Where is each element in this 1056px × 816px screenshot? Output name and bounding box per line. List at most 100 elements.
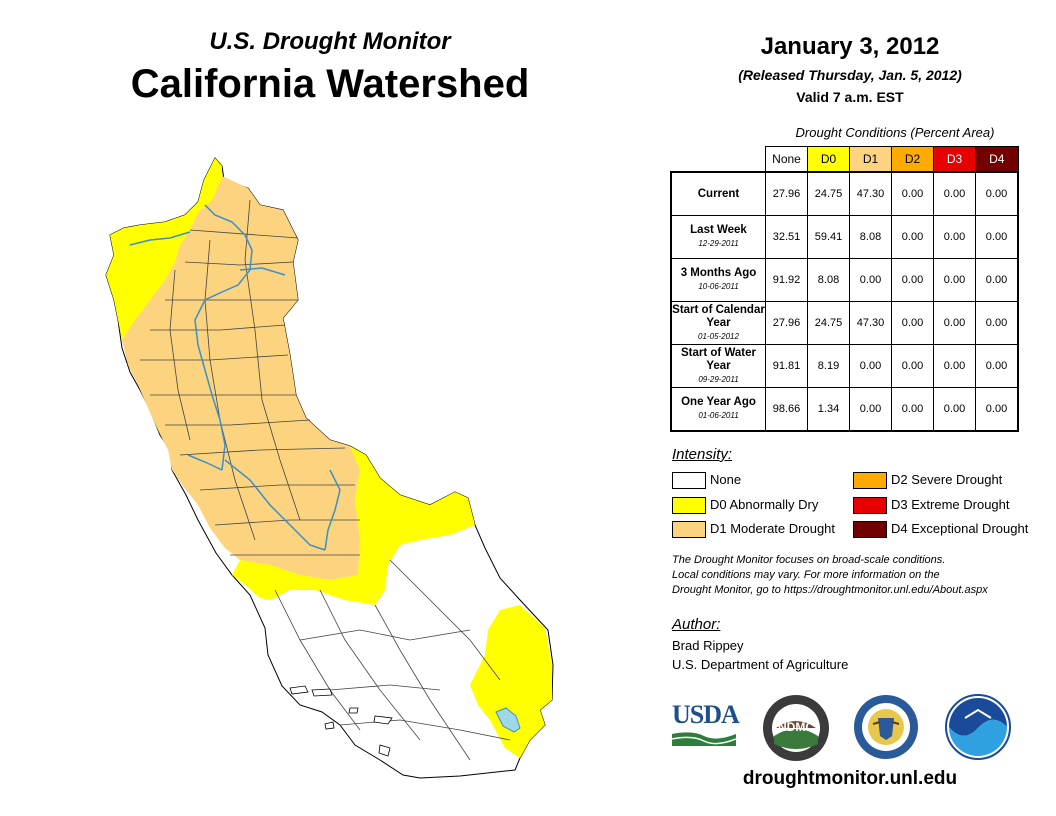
table-cell: 0.00 <box>891 301 934 345</box>
table-cell: 0.00 <box>891 344 934 388</box>
legend-swatch <box>672 497 706 514</box>
table-header-row: None D0 D1 D2 D3 D4 <box>671 146 1019 173</box>
legend-swatch <box>853 521 887 538</box>
author-org: U.S. Department of Agriculture <box>672 657 849 672</box>
legend-label: D1 Moderate Drought <box>710 521 836 536</box>
row-label: One Year Ago 01-06-2011 <box>670 387 766 432</box>
legend-heading: Intensity: <box>672 446 733 463</box>
table-cell: 0.00 <box>849 344 892 388</box>
sub-basin-boundaries <box>140 199 511 761</box>
table-cell: 8.08 <box>849 215 892 259</box>
drought-map <box>105 157 554 779</box>
table-cell: 0.00 <box>891 258 934 302</box>
table-cell: 47.30 <box>849 171 892 216</box>
table-row: One Year Ago 01-06-2011 98.66 1.34 0.00 0.00 0… <box>670 387 1019 432</box>
table-cell: 24.75 <box>807 171 850 216</box>
table-cell: 59.41 <box>807 215 850 259</box>
legend-swatch <box>853 497 887 514</box>
map-date: January 3, 2012 <box>760 33 940 60</box>
legend-label: D0 Abnormally Dry <box>710 497 819 512</box>
valid-time: Valid 7 a.m. EST <box>796 89 904 105</box>
table-cell: 0.00 <box>849 387 892 432</box>
usda-logo-icon: USDA <box>672 700 740 750</box>
legend-label: D3 Extreme Drought <box>891 497 1010 512</box>
header-blank-cell <box>671 146 766 173</box>
d0-central-band-area <box>232 446 475 605</box>
table-cell: 0.00 <box>975 387 1019 432</box>
d0-southeast-area <box>470 605 552 758</box>
table-cell: 0.00 <box>975 344 1019 388</box>
table-row: 3 Months Ago 10-06-2011 91.92 8.08 0.00 0.00 0… <box>670 258 1019 302</box>
legend-swatch <box>672 521 706 538</box>
table-cell: 32.51 <box>765 215 808 259</box>
legend-swatch <box>853 472 887 489</box>
table-cell: 8.08 <box>807 258 850 302</box>
row-label: 3 Months Ago 10-06-2011 <box>670 258 766 302</box>
table-cell: 27.96 <box>765 301 808 345</box>
table-cell: 0.00 <box>933 258 976 302</box>
table-cell: 0.00 <box>933 215 976 259</box>
table-caption: Drought Conditions (Percent Area) <box>795 125 995 140</box>
release-date: (Released Thursday, Jan. 5, 2012) <box>738 67 962 83</box>
row-label-text: Start of Water Year <box>681 346 756 372</box>
note-line: Drought Monitor, go to https://droughtmo… <box>672 584 988 596</box>
row-label: Start of Calendar Year 01-05-2012 <box>670 301 766 345</box>
table-cell: 8.19 <box>807 344 850 388</box>
col-header-d4: D4 <box>975 146 1019 173</box>
note-line: The Drought Monitor focuses on broad-sca… <box>672 554 946 566</box>
legend-label: D4 Exceptional Drought <box>891 521 1029 536</box>
table-row: Last Week 12-29-2011 32.51 59.41 8.08 0.00 0.0… <box>670 215 1019 259</box>
row-label-text: Last Week <box>690 224 747 236</box>
author-name: Brad Rippey <box>672 638 744 653</box>
col-header-d0: D0 <box>807 146 850 173</box>
note-line: Local conditions may vary. For more info… <box>672 569 940 581</box>
row-label-text: Current <box>697 187 740 200</box>
footer-url[interactable]: droughtmonitor.unl.edu <box>742 768 958 789</box>
row-label-date: 01-05-2012 <box>698 331 739 341</box>
author-heading: Author: <box>672 616 721 633</box>
table-cell: 0.00 <box>933 387 976 432</box>
col-header-d1: D1 <box>849 146 892 173</box>
disclaimer-note: The Drought Monitor focuses on broad-sca… <box>672 553 1042 598</box>
usda-logo-text: USDA <box>672 700 740 729</box>
table-cell: 0.00 <box>933 344 976 388</box>
table-cell: 91.81 <box>765 344 808 388</box>
table-cell: 0.00 <box>849 258 892 302</box>
table-row: Start of Water Year 09-29-2011 91.81 8.19 0.… <box>670 344 1019 388</box>
row-label-text: One Year Ago <box>681 396 756 408</box>
usda-hills-graphic <box>672 732 736 746</box>
row-label-date: 12-29-2011 <box>698 239 739 248</box>
table-cell: 0.00 <box>975 258 1019 302</box>
col-header-d3: D3 <box>933 146 976 173</box>
legend-swatch <box>672 472 706 489</box>
col-header-d2: D2 <box>891 146 934 173</box>
col-header-none: None <box>765 146 808 173</box>
legend-label: D2 Severe Drought <box>891 472 1003 487</box>
drought-stats-table: None D0 D1 D2 D3 D4 Current 27.96 24.75 47.… <box>670 146 1019 432</box>
row-label: Current <box>670 171 766 216</box>
row-label-text: Start of Calendar Year <box>672 303 765 329</box>
ndmc-logo-text: NDMC <box>778 720 814 734</box>
table-row: Current 27.96 24.75 47.30 0.00 0.00 0.00 <box>670 171 1019 216</box>
table-cell: 0.00 <box>933 171 976 216</box>
table-cell: 1.34 <box>807 387 850 432</box>
ndmc-logo-icon: NDMC <box>763 695 829 761</box>
noaa-logo-icon <box>945 694 1011 760</box>
map-title: California Watershed <box>130 62 530 106</box>
row-label-date: 09-29-2011 <box>698 374 739 384</box>
d1-moderate-drought-area <box>122 176 360 580</box>
table-cell: 0.00 <box>975 301 1019 345</box>
row-label-date: 10-06-2011 <box>698 282 739 291</box>
row-label-date: 01-06-2011 <box>698 411 739 420</box>
table-cell: 0.00 <box>891 171 934 216</box>
row-label: Last Week 12-29-2011 <box>670 215 766 259</box>
channel-islands <box>289 685 393 757</box>
table-cell: 47.30 <box>849 301 892 345</box>
row-label-text: 3 Months Ago <box>680 267 757 279</box>
table-row: Start of Calendar Year 01-05-2012 27.96 24.… <box>670 301 1019 345</box>
table-cell: 27.96 <box>765 171 808 216</box>
table-cell: 0.00 <box>975 171 1019 216</box>
table-cell: 98.66 <box>765 387 808 432</box>
legend-label: None <box>710 472 742 487</box>
table-cell: 0.00 <box>975 215 1019 259</box>
